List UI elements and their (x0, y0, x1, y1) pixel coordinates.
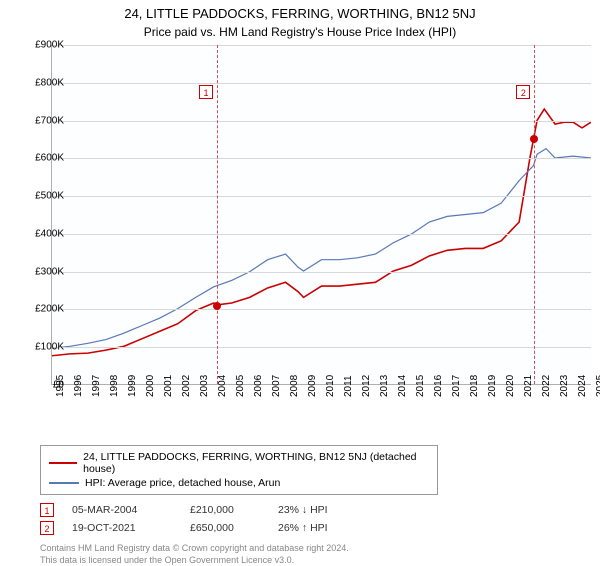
x-tick-label: 2016 (433, 375, 444, 397)
x-tick-label: 2005 (235, 375, 246, 397)
series-price_paid (52, 109, 591, 356)
sale-dot (530, 135, 538, 143)
x-tick-label: 2011 (343, 375, 354, 397)
y-gridline (52, 45, 591, 46)
chart-subtitle: Price paid vs. HM Land Registry's House … (0, 21, 600, 45)
y-tick-label: £200K (18, 304, 64, 315)
footer-attribution: Contains HM Land Registry data © Crown c… (40, 543, 590, 566)
x-tick-label: 2009 (307, 375, 318, 397)
plot-region: £0£100K£200K£300K£400K£500K£600K£700K£80… (51, 45, 591, 385)
sale-price: £650,000 (190, 522, 260, 534)
x-tick-label: 2001 (163, 375, 174, 397)
sale-date: 05-MAR-2004 (72, 504, 172, 516)
y-tick-label: £800K (18, 77, 64, 88)
x-tick-label: 2023 (559, 375, 570, 397)
x-tick-label: 2004 (217, 375, 228, 397)
x-tick-label: 2024 (577, 375, 588, 397)
sale-row: 2 19-OCT-2021 £650,000 26% ↑ HPI (40, 519, 590, 537)
x-tick-label: 2019 (487, 375, 498, 397)
y-tick-label: £500K (18, 191, 64, 202)
y-gridline (52, 234, 591, 235)
x-tick-label: 2021 (523, 375, 534, 397)
y-gridline (52, 347, 591, 348)
chart-title: 24, LITTLE PADDOCKS, FERRING, WORTHING, … (0, 0, 600, 21)
sale-vline (534, 45, 535, 384)
x-tick-label: 2015 (415, 375, 426, 397)
x-tick-label: 2025 (595, 375, 600, 397)
legend-label: 24, LITTLE PADDOCKS, FERRING, WORTHING, … (83, 451, 429, 475)
x-tick-label: 1995 (55, 375, 66, 397)
legend-swatch (49, 482, 79, 484)
sale-row-marker: 1 (40, 503, 54, 517)
x-tick-label: 2012 (361, 375, 372, 397)
sale-date: 19-OCT-2021 (72, 522, 172, 534)
y-gridline (52, 272, 591, 273)
x-tick-label: 2008 (289, 375, 300, 397)
sale-diff: 23% ↓ HPI (278, 504, 368, 516)
chart-container: 24, LITTLE PADDOCKS, FERRING, WORTHING, … (0, 0, 600, 560)
chart-lines (52, 45, 591, 384)
y-tick-label: £300K (18, 266, 64, 277)
y-tick-label: £100K (18, 342, 64, 353)
x-tick-label: 2010 (325, 375, 336, 397)
sale-diff: 26% ↑ HPI (278, 522, 368, 534)
sale-dot (213, 302, 221, 310)
y-gridline (52, 83, 591, 84)
x-tick-label: 1996 (73, 375, 84, 397)
legend: 24, LITTLE PADDOCKS, FERRING, WORTHING, … (40, 445, 438, 495)
sale-price: £210,000 (190, 504, 260, 516)
sale-row-marker: 2 (40, 521, 54, 535)
sales-table: 1 05-MAR-2004 £210,000 23% ↓ HPI 2 19-OCT-202… (40, 501, 590, 537)
x-tick-label: 2018 (469, 375, 480, 397)
x-tick-label: 2014 (397, 375, 408, 397)
sale-row: 1 05-MAR-2004 £210,000 23% ↓ HPI (40, 501, 590, 519)
y-gridline (52, 121, 591, 122)
legend-item: HPI: Average price, detached house, Arun (49, 476, 429, 490)
y-tick-label: £400K (18, 228, 64, 239)
x-tick-label: 2006 (253, 375, 264, 397)
legend-label: HPI: Average price, detached house, Arun (85, 477, 280, 489)
x-tick-label: 2020 (505, 375, 516, 397)
footer-line-1: Contains HM Land Registry data © Crown c… (40, 543, 590, 555)
y-tick-label: £700K (18, 115, 64, 126)
y-gridline (52, 158, 591, 159)
sale-marker-box: 2 (516, 85, 530, 99)
x-tick-label: 2013 (379, 375, 390, 397)
y-gridline (52, 196, 591, 197)
x-tick-label: 1998 (109, 375, 120, 397)
x-tick-label: 1997 (91, 375, 102, 397)
x-tick-label: 2002 (181, 375, 192, 397)
footer-line-2: This data is licensed under the Open Gov… (40, 555, 590, 566)
chart-area: £0£100K£200K£300K£400K£500K£600K£700K£80… (35, 45, 595, 415)
x-tick-label: 2000 (145, 375, 156, 397)
x-tick-label: 2003 (199, 375, 210, 397)
x-tick-label: 2007 (271, 375, 282, 397)
series-hpi (52, 149, 591, 349)
x-tick-label: 2022 (541, 375, 552, 397)
y-tick-label: £600K (18, 153, 64, 164)
x-tick-label: 1999 (127, 375, 138, 397)
legend-swatch (49, 462, 77, 464)
x-tick-label: 2017 (451, 375, 462, 397)
sale-marker-box: 1 (199, 85, 213, 99)
sale-vline (217, 45, 218, 384)
legend-item: 24, LITTLE PADDOCKS, FERRING, WORTHING, … (49, 450, 429, 476)
y-tick-label: £900K (18, 40, 64, 51)
y-gridline (52, 309, 591, 310)
